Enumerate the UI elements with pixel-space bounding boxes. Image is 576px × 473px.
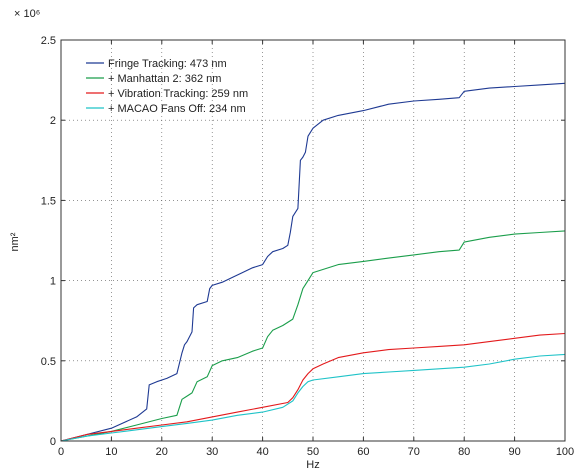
x-tick-label: 40 [256,446,268,458]
y-tick-label: 1.5 [41,195,56,207]
grid [61,40,565,441]
x-tick-label: 100 [556,446,574,458]
legend-label: Fringe Tracking: 473 nm [108,58,227,70]
legend: Fringe Tracking: 473 nm + Manhattan 2: 36… [86,58,248,115]
y-tick-label: 0 [50,436,56,448]
y-tick-label: 2.5 [41,35,56,47]
x-tick-label: 70 [408,446,420,458]
legend-label: + Manhattan 2: 362 nm [108,73,221,85]
y-tick-label: 1 [50,276,56,288]
ticks: 0 10 20 30 40 50 60 70 80 90 100 0 0.5 1 1.5 2 2.5 [41,35,574,458]
legend-label: + MACAO Fans Off: 234 nm [108,103,246,115]
x-tick-label: 0 [58,446,64,458]
x-tick-label: 10 [105,446,117,458]
legend-label: + Vibration Tracking: 259 nm [108,88,248,100]
y-axis-label: nm² [9,232,21,251]
y-tick-label: 0.5 [41,356,56,368]
y-tick-label: 2 [50,115,56,127]
x-tick-label: 50 [307,446,319,458]
x-tick-label: 30 [206,446,218,458]
x-axis-label: Hz [306,459,319,471]
scale-label: × 10⁶ [14,8,40,20]
series-line-3 [60,332,566,442]
x-tick-label: 60 [357,446,369,458]
x-tick-label: 20 [156,446,168,458]
x-tick-label: 80 [458,446,470,458]
series-line-2 [60,230,566,442]
series-line-1 [60,82,566,442]
series-line-4 [60,353,566,442]
series-lines [60,82,566,442]
x-tick-label: 90 [508,446,520,458]
